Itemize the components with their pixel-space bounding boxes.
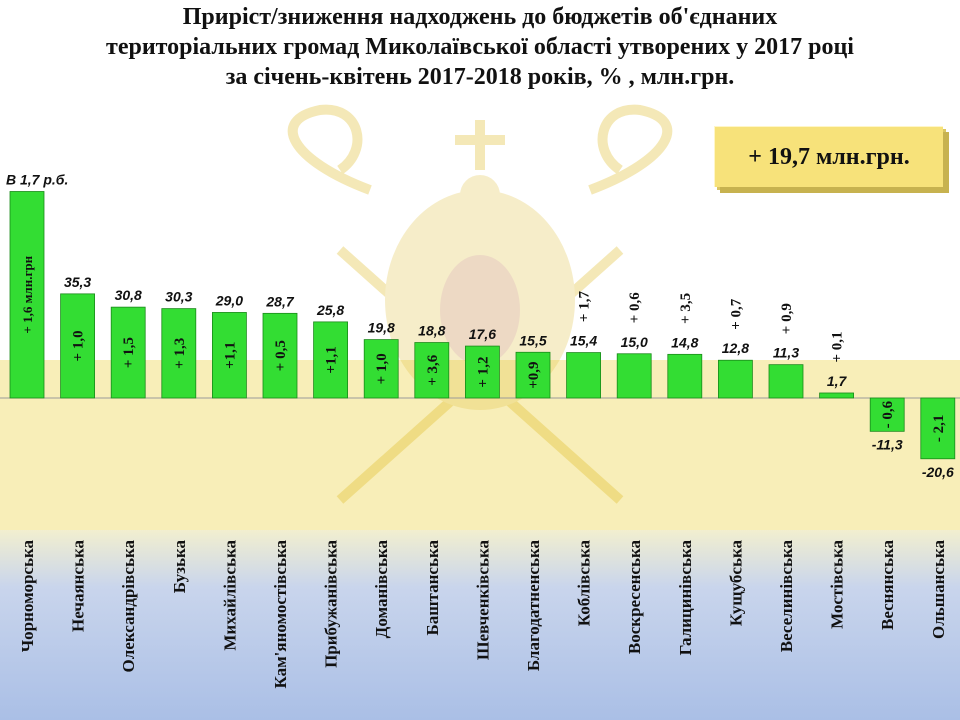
bar — [718, 359, 753, 399]
category-tick-label: Доманівська — [372, 540, 391, 639]
category-tick-label: Галицинівська — [676, 540, 695, 656]
bar — [60, 293, 95, 399]
bar-growth-label: + 1,6 млн.грн — [20, 255, 35, 333]
bar-value-label: -20,6 — [922, 464, 954, 480]
bar-growth-label: + 3,5 — [678, 293, 694, 324]
category-tick-label: Воскресенська — [625, 540, 644, 655]
bar-growth-label: + 0,6 — [627, 292, 643, 324]
bar-growth-label: - 2,1 — [931, 415, 947, 443]
category-tick-label: Баштанська — [423, 540, 442, 636]
bar-growth-label: + 0,7 — [728, 298, 744, 330]
bar — [110, 306, 146, 399]
bar-growth-label: + 1,5 — [121, 337, 137, 368]
bar — [161, 308, 197, 399]
category-tick-label: Нечаянська — [69, 540, 88, 632]
bar-value-label: 25,8 — [316, 302, 344, 318]
bar-growth-label: - 0,6 — [880, 400, 896, 428]
bar-growth-label: + 1,7 — [577, 291, 593, 323]
category-tick-label: Чорноморська — [18, 540, 37, 653]
bar-value-label: 12,8 — [722, 340, 749, 356]
category-tick-label: Бузька — [170, 540, 189, 594]
bar — [464, 345, 500, 399]
bar — [667, 353, 703, 399]
bar — [515, 351, 551, 399]
bar-value-label: 15,4 — [570, 333, 597, 349]
bar-growth-label: +0,9 — [526, 361, 542, 388]
category-tick-label: Кущубська — [726, 540, 745, 627]
bar-value-label: 11,3 — [773, 345, 799, 361]
bar-value-label: 18,8 — [418, 323, 445, 339]
category-tick-label: Прибужанівська — [322, 540, 341, 668]
bar-value-label: 1,7 — [827, 373, 848, 389]
bar — [616, 353, 652, 399]
bar-growth-label: +1,1 — [324, 346, 340, 373]
category-tick-label: Коблівська — [575, 540, 594, 627]
bar-growth-label: + 1,0 — [374, 353, 390, 384]
title-line-2: територіальних громад Миколаївської обла… — [106, 34, 854, 60]
bar-value-label: 29,0 — [215, 292, 243, 308]
bar — [211, 312, 247, 399]
bar-growth-label: + 1,3 — [172, 338, 188, 369]
category-tick-label: Кам'яномостівська — [271, 540, 290, 689]
category-tick-label: Благодатненська — [524, 540, 543, 672]
bar-growth-label: + 1,2 — [475, 357, 491, 388]
bar-value-label: 15,0 — [621, 334, 648, 350]
background-lower-band — [0, 530, 960, 720]
bar-growth-label: + 0,1 — [830, 331, 846, 362]
total-callout: + 19,7 млн.грн. — [714, 126, 943, 187]
category-tick-label: Веселинівська — [777, 540, 796, 653]
bar-value-label: 35,3 — [64, 274, 91, 290]
bar — [9, 191, 45, 399]
bar-value-label: 30,3 — [165, 289, 192, 305]
bar — [262, 312, 298, 399]
bar — [414, 342, 450, 399]
bar — [869, 397, 905, 432]
bar-value-label: 19,8 — [368, 320, 395, 336]
bar-growth-label: + 0,9 — [779, 303, 795, 334]
bar-value-label: -11,3 — [872, 436, 903, 452]
category-tick-label: Ольшанська — [929, 540, 948, 639]
total-callout-text: + 19,7 млн.грн. — [748, 143, 910, 170]
bar — [566, 352, 601, 399]
bar-value-label: 14,8 — [671, 334, 698, 350]
category-tick-label: Мостівська — [828, 540, 847, 629]
bar-value-label: 30,8 — [115, 287, 142, 303]
bar — [920, 397, 956, 460]
category-tick-label: Шевченківська — [473, 540, 492, 661]
bar-value-label: 17,6 — [469, 326, 496, 342]
bar — [768, 364, 804, 399]
bar-growth-label: + 0,5 — [273, 340, 289, 371]
bar-growth-label: + 1,0 — [71, 330, 87, 361]
category-tick-label: Михайлівська — [220, 540, 239, 651]
bar-value-label: В 1,7 р.б. — [6, 172, 68, 188]
title-line-3: за січень-квітень 2017-2018 років, % , м… — [225, 64, 735, 90]
chart-title: Приріст/зниження надходжень до бюджетів … — [0, 2, 960, 92]
bar-growth-label: + 3,6 — [425, 354, 441, 386]
title-line-1: Приріст/зниження надходжень до бюджетів … — [182, 4, 778, 30]
bar-growth-label: +1,1 — [222, 342, 238, 369]
bar-value-label: 28,7 — [265, 293, 294, 309]
category-tick-label: Олександрівська — [119, 540, 138, 673]
bar — [363, 339, 399, 399]
bar-value-label: 15,5 — [519, 332, 546, 348]
bar — [819, 392, 854, 399]
bar — [313, 321, 349, 399]
category-tick-label: Веснянська — [878, 540, 897, 630]
